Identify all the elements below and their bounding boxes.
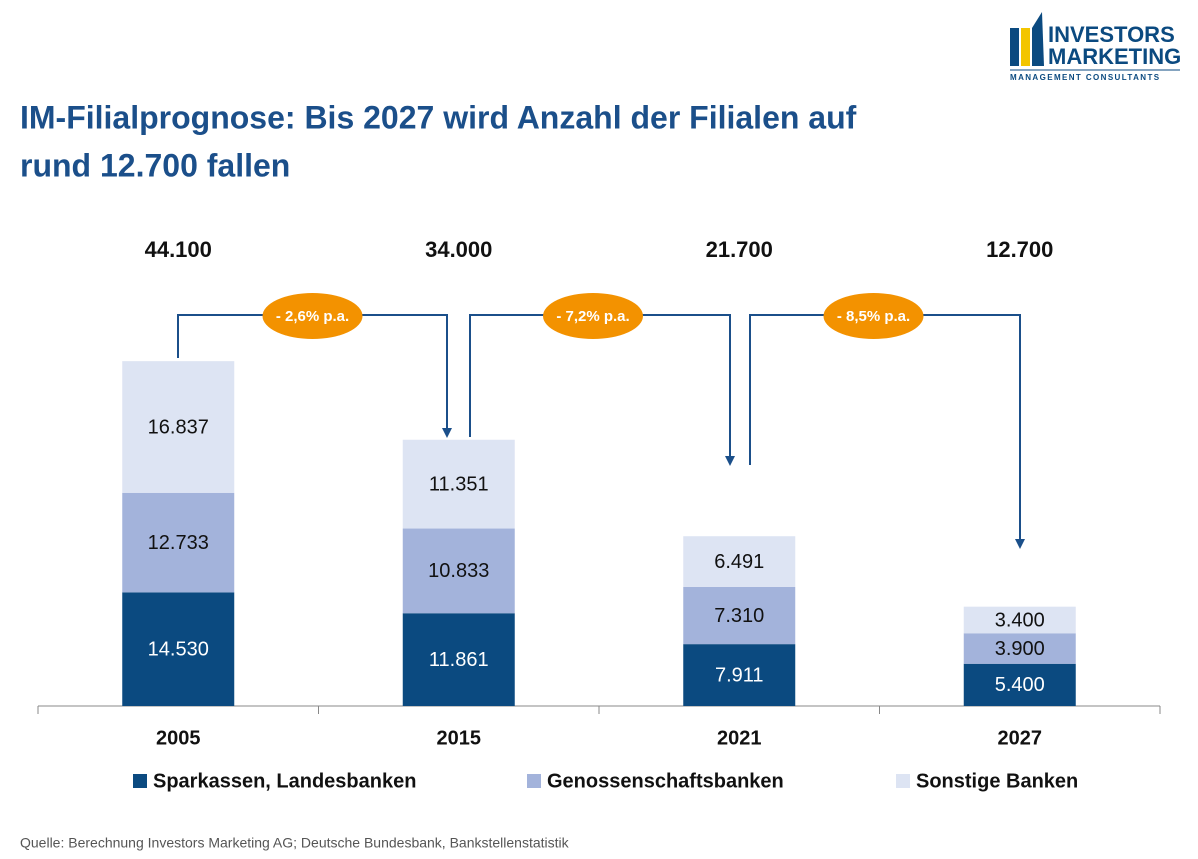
value-label: 3.400 [995, 609, 1045, 631]
bar-segment [122, 361, 235, 493]
connectors [177, 314, 1021, 543]
legend-label: Genossenschaftsbanken [547, 770, 784, 792]
bar-segment [683, 586, 796, 645]
value-label: 7.911 [715, 664, 764, 686]
value-label: 14.530 [148, 638, 209, 660]
value-label: 10.833 [428, 560, 489, 582]
value-label: 11.861 [429, 649, 489, 671]
legend-swatch [896, 774, 910, 788]
x-tick-label: 2015 [437, 727, 482, 749]
bar-segment [122, 592, 235, 706]
value-label: 12.733 [148, 532, 209, 554]
legend-swatch [133, 774, 147, 788]
growth-label: - 8,5% p.a. [837, 308, 910, 325]
chart-title: IM-Filialprognose: Bis 2027 wird Anzahl … [20, 99, 857, 135]
growth-badge [823, 293, 924, 339]
growth-badge [262, 293, 363, 339]
x-tick-label: 2027 [998, 727, 1043, 749]
arrowhead [725, 456, 735, 466]
total-label: 44.100 [145, 237, 212, 262]
legend-label: Sparkassen, Landesbanken [153, 770, 416, 792]
value-label: 11.351 [429, 473, 489, 495]
bar-segment [402, 613, 515, 706]
logo: INVESTORS MARKETING MANAGEMENT CONSULTAN… [1010, 12, 1181, 82]
growth-label: - 7,2% p.a. [556, 308, 629, 325]
logo-bar [1021, 28, 1030, 66]
arrowheads [442, 428, 1025, 549]
bar-segment [683, 644, 796, 706]
bar-segment [122, 492, 235, 593]
value-label: 6.491 [714, 551, 764, 573]
value-label: 3.900 [995, 638, 1045, 660]
value-label: 5.400 [995, 674, 1045, 696]
logo-bar [1010, 28, 1019, 66]
total-label: 21.700 [706, 237, 773, 262]
value-label: 7.310 [714, 605, 764, 627]
total-label: 12.700 [986, 237, 1053, 262]
bar-segment [402, 528, 515, 614]
logo-subtext: MANAGEMENT CONSULTANTS [1010, 73, 1161, 82]
bar-segment [683, 536, 796, 587]
legend-label: Sonstige Banken [916, 770, 1078, 792]
bar-segment [963, 606, 1076, 634]
total-label: 34.000 [425, 237, 492, 262]
x-tick-label: 2005 [156, 727, 201, 749]
growth-label: - 2,6% p.a. [276, 308, 349, 325]
value-label: 16.837 [148, 416, 209, 438]
logo-mark [1032, 12, 1044, 66]
bar-segment [402, 439, 515, 529]
growth-badge [543, 293, 643, 339]
source: Quelle: Berechnung Investors Marketing A… [20, 835, 570, 851]
x-tick-label: 2021 [717, 727, 762, 749]
chart-title: rund 12.700 fallen [20, 147, 290, 183]
connector [749, 314, 1021, 543]
legend-swatch [527, 774, 541, 788]
logo-text: INVESTORS [1048, 22, 1175, 47]
bar-segment [963, 633, 1076, 664]
logo-text: MARKETING [1048, 44, 1181, 69]
bar-segment [963, 663, 1076, 706]
arrowhead [1015, 539, 1025, 549]
arrowhead [442, 428, 452, 438]
